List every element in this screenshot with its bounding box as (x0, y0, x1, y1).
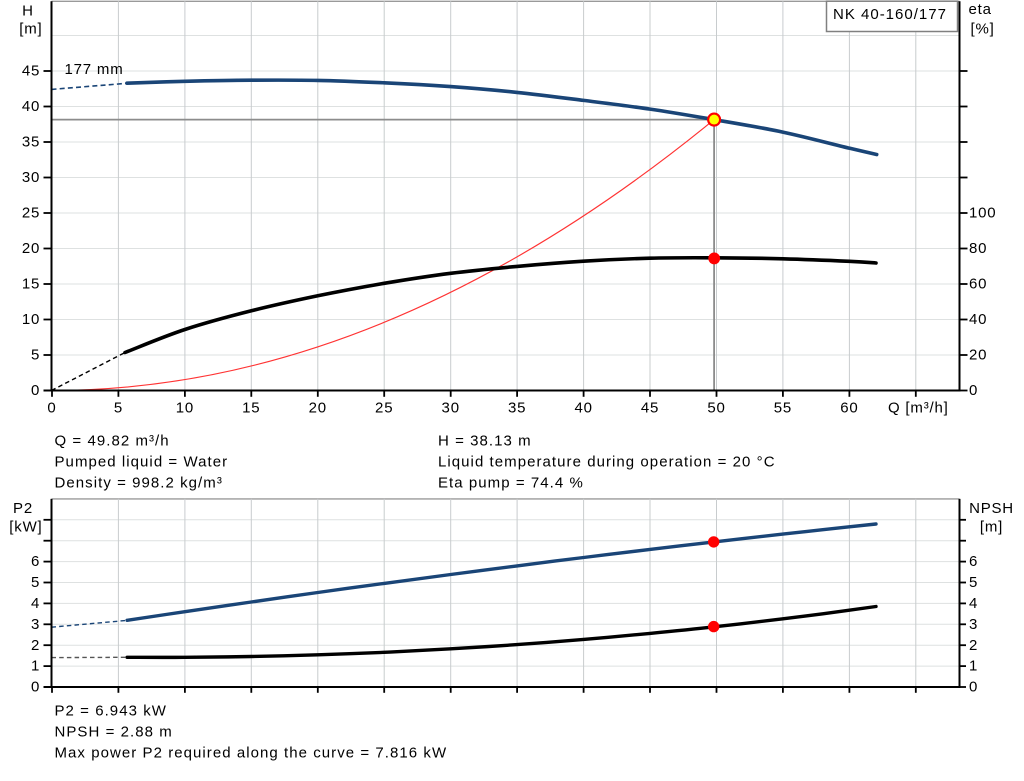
svg-text:177 mm: 177 mm (65, 61, 124, 78)
svg-text:Eta pump = 74.4 %: Eta pump = 74.4 % (438, 475, 584, 492)
svg-text:25: 25 (22, 205, 40, 222)
svg-text:10: 10 (176, 400, 194, 417)
svg-text:3: 3 (31, 616, 40, 633)
svg-text:40: 40 (969, 311, 987, 328)
svg-text:Density = 998.2 kg/m³: Density = 998.2 kg/m³ (55, 475, 223, 492)
svg-text:0: 0 (47, 400, 56, 417)
svg-text:[%]: [%] (971, 20, 995, 37)
svg-text:2: 2 (31, 637, 40, 654)
svg-text:eta: eta (969, 1, 992, 18)
svg-text:Liquid temperature during oper: Liquid temperature during operation = 20… (438, 454, 776, 471)
svg-text:6: 6 (31, 553, 40, 570)
svg-text:45: 45 (641, 400, 659, 417)
svg-text:1: 1 (969, 658, 978, 675)
svg-text:0: 0 (31, 679, 40, 696)
svg-text:60: 60 (840, 400, 858, 417)
svg-text:1: 1 (31, 658, 40, 675)
svg-text:20: 20 (309, 400, 327, 417)
svg-text:NPSH = 2.88 m: NPSH = 2.88 m (55, 724, 173, 741)
svg-text:[kW]: [kW] (9, 519, 42, 536)
svg-text:NPSH: NPSH (969, 500, 1014, 517)
svg-text:6: 6 (969, 553, 978, 570)
svg-text:Max power P2 required along th: Max power P2 required along the curve = … (55, 745, 448, 762)
svg-text:30: 30 (442, 400, 460, 417)
svg-text:4: 4 (31, 595, 40, 612)
svg-text:20: 20 (22, 240, 40, 257)
svg-text:40: 40 (574, 400, 592, 417)
svg-text:5: 5 (114, 400, 123, 417)
svg-text:60: 60 (969, 276, 987, 293)
svg-text:15: 15 (22, 276, 40, 293)
svg-text:5: 5 (969, 574, 978, 591)
svg-text:80: 80 (969, 240, 987, 257)
svg-text:10: 10 (22, 311, 40, 328)
svg-text:[m]: [m] (980, 519, 1003, 536)
svg-text:15: 15 (242, 400, 260, 417)
svg-text:0: 0 (969, 382, 978, 399)
svg-text:2: 2 (969, 637, 978, 654)
svg-text:5: 5 (31, 574, 40, 591)
svg-text:Q = 49.82 m³/h: Q = 49.82 m³/h (55, 433, 170, 450)
svg-text:35: 35 (508, 400, 526, 417)
svg-text:55: 55 (774, 400, 792, 417)
svg-text:100: 100 (969, 205, 996, 222)
svg-text:30: 30 (22, 169, 40, 186)
svg-text:25: 25 (375, 400, 393, 417)
svg-text:4: 4 (969, 595, 978, 612)
svg-text:45: 45 (22, 63, 40, 80)
svg-text:P2: P2 (13, 500, 33, 517)
svg-text:P2 = 6.943 kW: P2 = 6.943 kW (55, 703, 167, 720)
svg-text:Q [m³/h]: Q [m³/h] (888, 400, 949, 417)
svg-text:NK 40-160/177: NK 40-160/177 (833, 6, 947, 23)
svg-text:0: 0 (969, 679, 978, 696)
svg-text:5: 5 (31, 347, 40, 364)
svg-text:35: 35 (22, 134, 40, 151)
svg-text:H = 38.13 m: H = 38.13 m (438, 433, 532, 450)
svg-text:0: 0 (31, 382, 40, 399)
svg-text:Pumped liquid = Water: Pumped liquid = Water (55, 454, 229, 471)
svg-text:H: H (22, 3, 34, 20)
svg-text:20: 20 (969, 347, 987, 364)
svg-text:[m]: [m] (19, 20, 42, 37)
svg-text:50: 50 (707, 400, 725, 417)
svg-text:40: 40 (22, 98, 40, 115)
svg-text:3: 3 (969, 616, 978, 633)
